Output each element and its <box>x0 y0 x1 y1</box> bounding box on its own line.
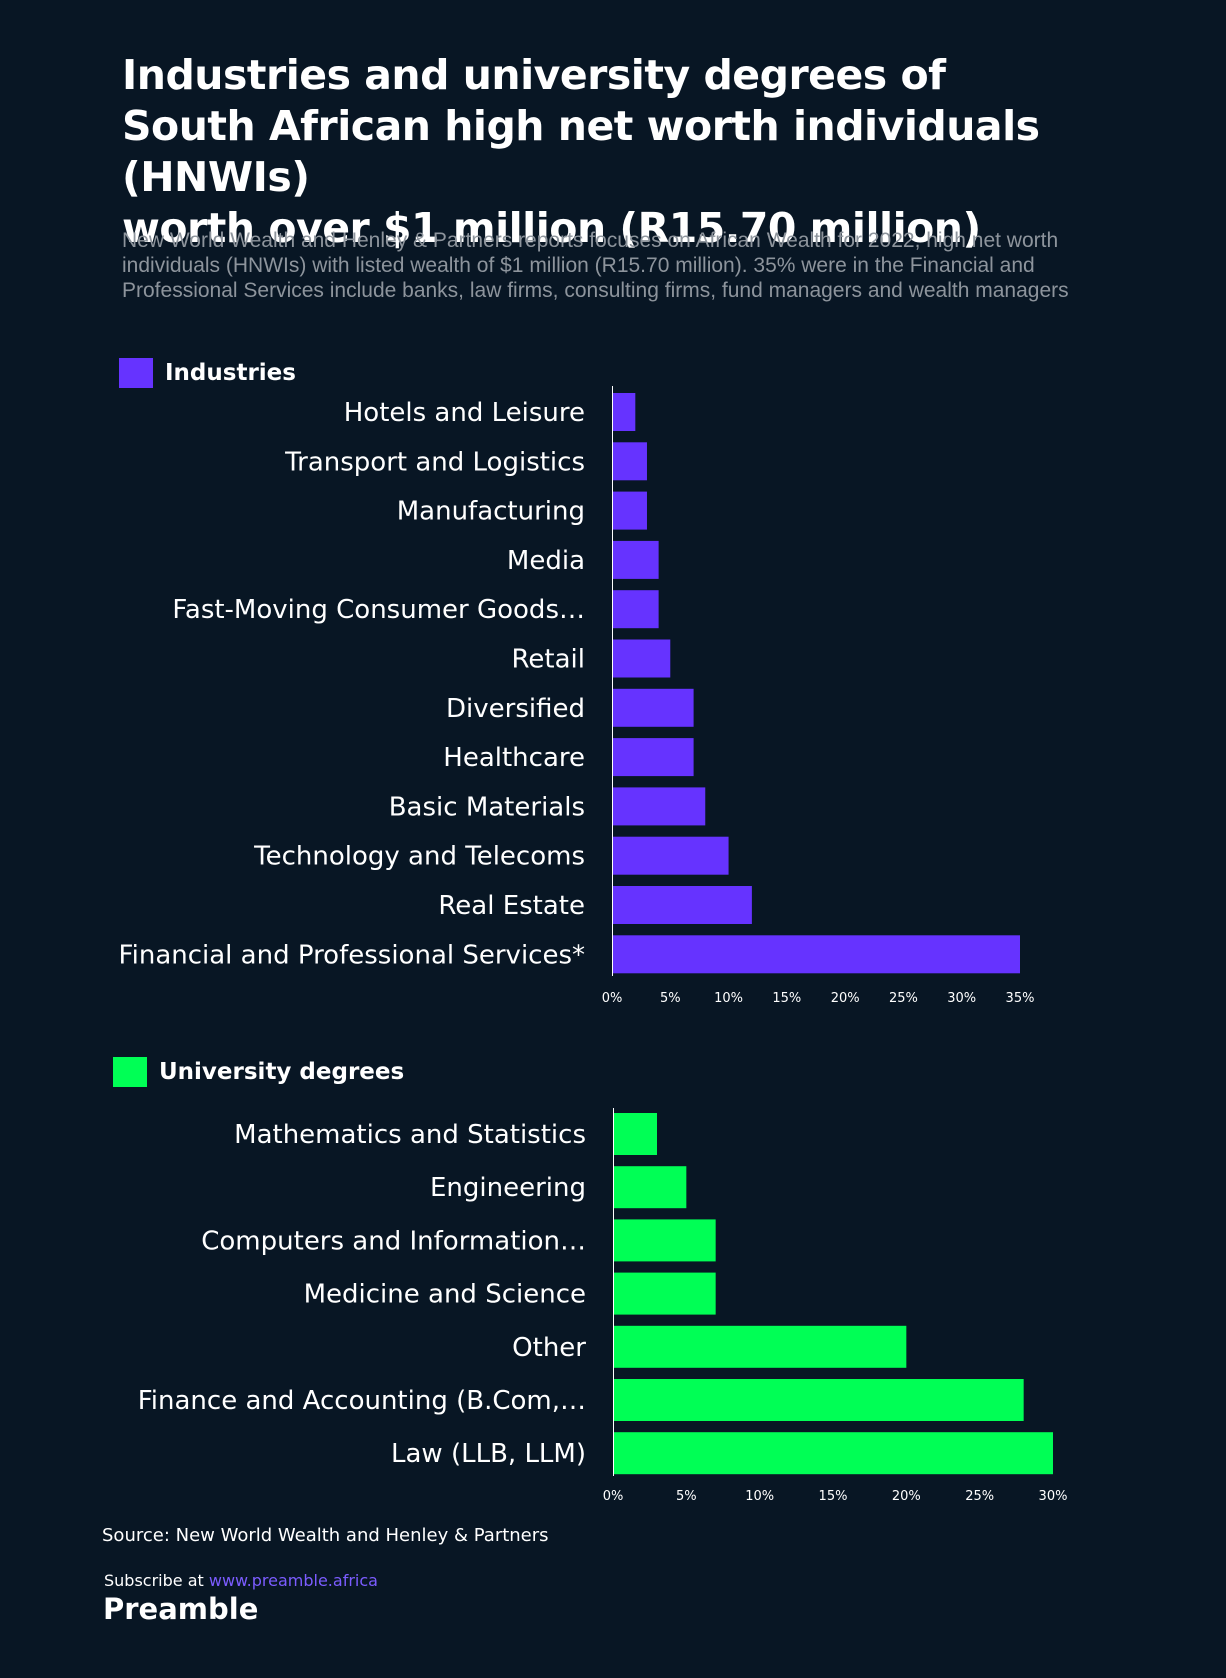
category-label: Transport and Logistics <box>284 447 585 477</box>
bar <box>614 1113 657 1155</box>
category-label: Engineering <box>430 1173 586 1203</box>
category-label: Healthcare <box>443 743 585 773</box>
brand-logo-text: Preamble <box>103 1592 259 1626</box>
category-label: Medicine and Science <box>304 1280 586 1310</box>
category-label: Mathematics and Statistics <box>234 1120 586 1150</box>
tick-label: 30% <box>1039 1489 1068 1504</box>
bar <box>614 1166 687 1209</box>
category-label: Media <box>507 546 585 576</box>
tick-label: 20% <box>831 991 860 1006</box>
tick-label: 5% <box>676 1489 697 1504</box>
tick-label: 15% <box>819 1489 848 1504</box>
bar <box>613 393 636 431</box>
source-note: Source: New World Wealth and Henley & Pa… <box>102 1525 549 1546</box>
tick-label: 25% <box>889 991 918 1006</box>
category-label: Diversified <box>446 694 585 724</box>
bar <box>613 688 694 727</box>
category-label: Technology and Telecoms <box>253 842 585 872</box>
tick-label: 5% <box>660 991 681 1006</box>
bar <box>613 738 694 777</box>
category-label: Manufacturing <box>397 497 585 527</box>
industries-chart: Hotels and Leisure Transport and Logistic… <box>119 386 1035 1006</box>
degrees-legend: University degrees <box>113 1057 404 1087</box>
bar <box>613 590 659 629</box>
subtitle: New World Wealth and Henley & Partners r… <box>122 229 1069 302</box>
tick-label: 15% <box>772 991 801 1006</box>
title-line: South African high net worth individuals… <box>122 102 1040 201</box>
bar <box>614 1219 716 1262</box>
bar <box>613 639 671 678</box>
page-title: Industries and university degrees of Sou… <box>122 50 1182 254</box>
subscribe-link[interactable]: www.preamble.africa <box>208 1571 378 1590</box>
subscribe-line: Subscribe at www.preamble.africa <box>104 1571 378 1590</box>
category-label: Computers and Information… <box>201 1226 586 1256</box>
category-label: Other <box>512 1333 586 1363</box>
industries-legend-label: Industries <box>165 360 296 386</box>
bar <box>614 1325 907 1368</box>
bar <box>613 935 1020 974</box>
bar <box>613 787 706 826</box>
degrees-chart: Mathematics and Statistics Engineering Com… <box>138 1108 1068 1504</box>
tick-label: 10% <box>745 1489 774 1504</box>
tick-label: 20% <box>892 1489 921 1504</box>
category-label: Hotels and Leisure <box>344 398 585 428</box>
category-label: Finance and Accounting (B.Com,… <box>138 1386 586 1416</box>
bar <box>614 1272 716 1315</box>
degrees-legend-swatch <box>113 1057 147 1087</box>
title-line: Industries and university degrees of <box>122 51 946 99</box>
category-label: Real Estate <box>438 891 585 921</box>
industries-legend: Industries <box>119 358 296 388</box>
tick-label: 30% <box>947 991 976 1006</box>
degrees-legend-label: University degrees <box>159 1059 405 1085</box>
subscribe-prefix: Subscribe at <box>104 1571 209 1590</box>
tick-label: 35% <box>1006 991 1035 1006</box>
industries-legend-swatch <box>119 358 153 388</box>
category-label: Basic Materials <box>389 792 585 822</box>
bar <box>613 540 659 579</box>
tick-label: 0% <box>603 1489 624 1504</box>
category-label: Law (LLB, LLM) <box>391 1439 586 1469</box>
category-label: Financial and Professional Services* <box>119 940 585 970</box>
tick-label: 0% <box>602 991 623 1006</box>
category-label: Retail <box>512 645 585 675</box>
category-label: Fast-Moving Consumer Goods… <box>172 595 585 625</box>
title-line: worth over $1 million (R15.70 million) <box>122 204 981 252</box>
tick-label: 10% <box>714 991 743 1006</box>
bar <box>613 491 647 530</box>
bar <box>613 442 647 481</box>
bar <box>613 886 752 924</box>
bar <box>614 1432 1053 1475</box>
tick-label: 25% <box>965 1489 994 1504</box>
bar <box>614 1379 1024 1421</box>
bar <box>613 836 729 875</box>
